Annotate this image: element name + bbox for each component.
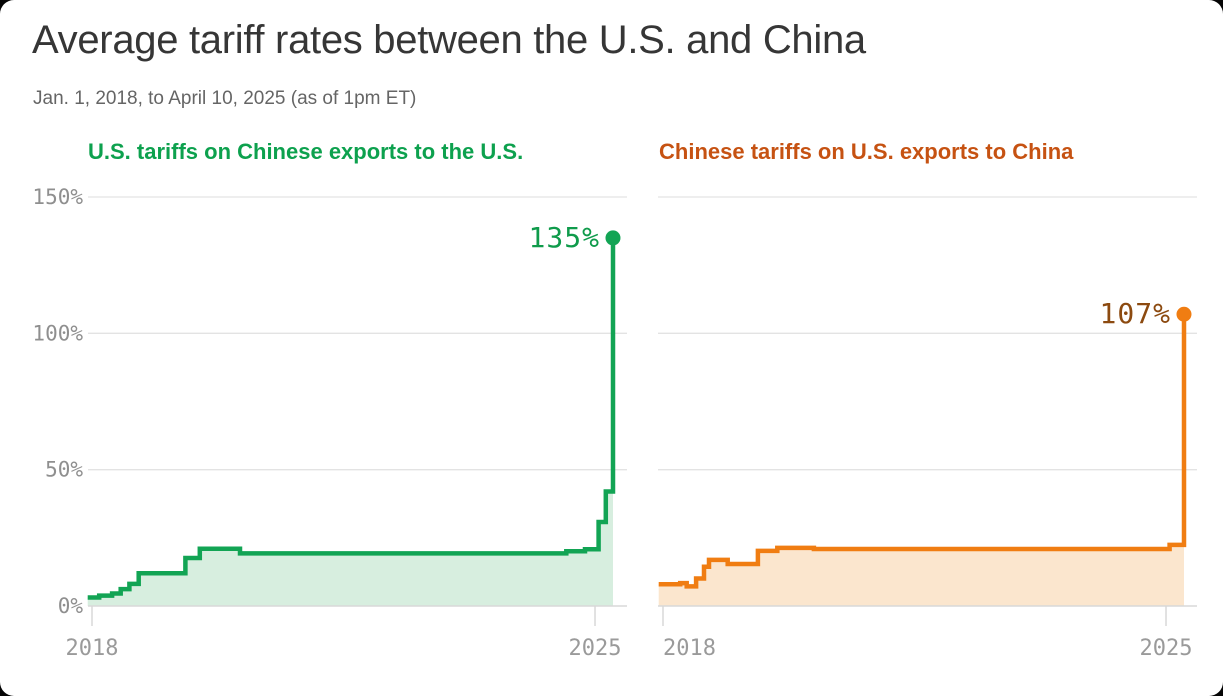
x-tick-label: 2025 <box>1140 636 1193 661</box>
end-value-label: 135% <box>529 221 600 254</box>
y-tick-label: 50% <box>45 458 83 482</box>
x-tick-label: 2018 <box>663 636 716 661</box>
us-chart-title: U.S. tariffs on Chinese exports to the U… <box>88 139 524 164</box>
x-tick-label: 2025 <box>569 636 622 661</box>
us-tariffs-plot: 2018 2025 0% 50% 100% 150% 135% <box>32 185 627 661</box>
end-value-label: 107% <box>1100 297 1171 330</box>
page-title: Average tariff rates between the U.S. an… <box>32 18 866 62</box>
y-tick-label: 0% <box>58 594 84 618</box>
area-fill <box>658 314 1184 606</box>
y-tick-label: 100% <box>32 321 83 345</box>
x-tick-label: 2018 <box>66 636 119 661</box>
page-subtitle: Jan. 1, 2018, to April 10, 2025 (as of 1… <box>33 88 417 109</box>
y-tick-label: 150% <box>32 185 83 209</box>
end-dot <box>605 230 621 246</box>
china-tariffs-plot: 2018 2025 107% <box>658 196 1197 661</box>
tariff-step-line <box>658 314 1187 589</box>
area-fill <box>87 237 613 606</box>
tariff-step-line <box>87 237 616 600</box>
china-chart-title: Chinese tariffs on U.S. exports to China <box>659 139 1074 164</box>
end-dot <box>1176 306 1192 322</box>
